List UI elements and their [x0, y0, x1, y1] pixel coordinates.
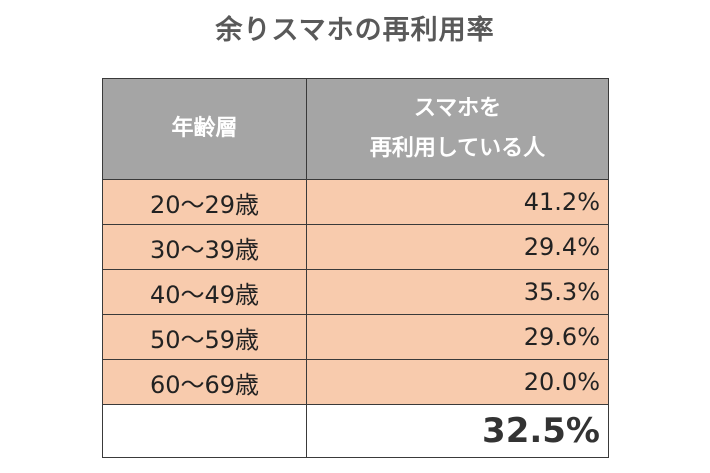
age-cell: 30～39歳 — [102, 224, 307, 270]
rate-cell: 29.4% — [306, 224, 609, 270]
page-title: 余りスマホの再利用率 — [215, 15, 495, 46]
age-cell: 60～69歳 — [102, 359, 307, 405]
total-rate-cell: 32.5% — [306, 404, 609, 458]
total-label-cell — [102, 404, 307, 458]
rate-cell: 29.6% — [306, 314, 609, 360]
header-reuse-rate: スマホを 再利用している人 — [306, 78, 609, 180]
rate-cell: 41.2% — [306, 179, 609, 225]
table-row: 60～69歳 20.0% — [102, 359, 609, 405]
age-cell: 50～59歳 — [102, 314, 307, 360]
header-reuse-rate-line2: 再利用している人 — [369, 136, 546, 161]
table-header-row: 年齢層 スマホを 再利用している人 — [102, 78, 609, 180]
header-age-group: 年齢層 — [102, 78, 307, 180]
table-row: 30～39歳 29.4% — [102, 224, 609, 270]
table-row: 20～29歳 41.2% — [102, 179, 609, 225]
table-row: 40～49歳 35.3% — [102, 269, 609, 315]
table-row: 50～59歳 29.6% — [102, 314, 609, 360]
header-reuse-rate-line1: スマホを — [413, 96, 502, 121]
usage-rate-table: 年齢層 スマホを 再利用している人 20～29歳 41.2% 30～39歳 29… — [102, 78, 609, 458]
header-age-group-label: 年齢層 — [171, 116, 238, 141]
total-row: 32.5% — [102, 404, 609, 458]
rate-cell: 20.0% — [306, 359, 609, 405]
rate-cell: 35.3% — [306, 269, 609, 315]
age-cell: 20～29歳 — [102, 179, 307, 225]
age-cell: 40～49歳 — [102, 269, 307, 315]
